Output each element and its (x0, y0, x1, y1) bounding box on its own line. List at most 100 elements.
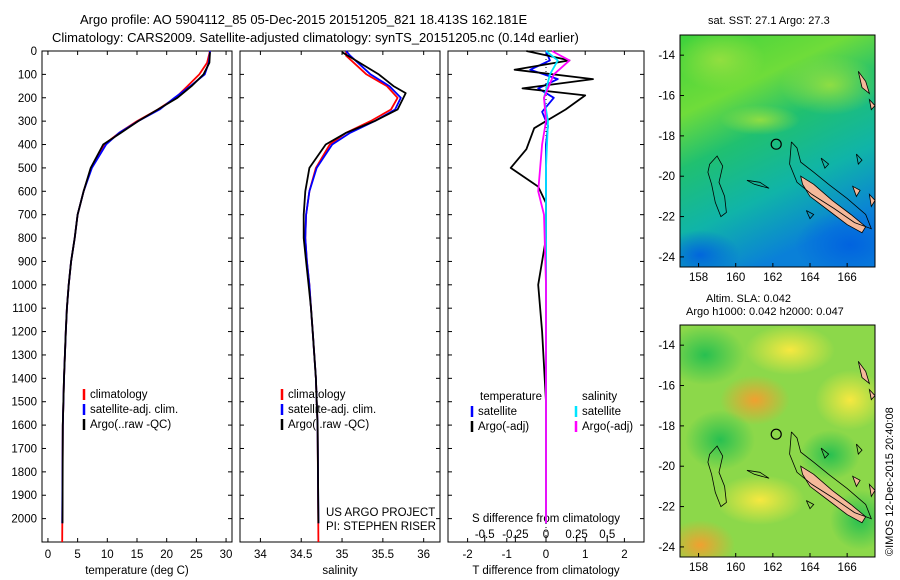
island (868, 193, 876, 208)
x-tick-label: 1 (582, 549, 588, 561)
lat-tick-label: -14 (658, 50, 675, 62)
depth-tick-label: 800 (18, 233, 37, 245)
x-tick-label: 30 (220, 549, 233, 561)
depth-tick-label: 300 (18, 116, 37, 128)
x-tick-label: 2 (621, 549, 627, 561)
depth-tick-label: 2000 (11, 514, 37, 526)
x-tick-label: 20 (160, 549, 173, 561)
map-frame (679, 34, 876, 268)
x-axis-label: T difference from climatology (472, 565, 619, 577)
sla-map (680, 325, 875, 557)
depth-tick-label: 1900 (11, 490, 37, 502)
x-tick-label: -1 (502, 549, 512, 561)
depth-tick-label: 1500 (11, 397, 37, 409)
legend-title: salinity (582, 391, 617, 403)
profile-panel-2: 34 34.5 35 35.5 36 salinity climatology satelli… (239, 50, 441, 577)
map2-title: Altim. SLA: 0.042 (706, 293, 791, 305)
lon-tick-label: 160 (726, 562, 745, 574)
lat-tick-label: -14 (658, 340, 675, 352)
legend-label: Argo(..raw -QC) (90, 419, 171, 431)
legend-label: satellite-adj. clim. (288, 404, 376, 416)
depth-tick-label: 0 (31, 46, 37, 58)
reef-contour (707, 155, 727, 218)
series-line-1 (304, 51, 399, 543)
reef-contour (856, 153, 863, 165)
depth-tick-label: 1700 (11, 443, 37, 455)
island (868, 483, 876, 498)
lon-tick-label: 166 (838, 272, 857, 284)
depth-tick-label: 600 (18, 186, 37, 198)
legend-label: climatology (288, 389, 346, 401)
x-tick-label: 34.5 (290, 549, 312, 561)
legend-label: Argo(..raw -QC) (288, 419, 369, 431)
depth-tick-label: 1100 (12, 303, 37, 315)
argo-position-marker (770, 428, 782, 440)
map-axes-2: 158 160 162 164 166 -14 -16 -18 -20 -22 -24 (658, 324, 876, 574)
series-line-2 (304, 50, 402, 524)
reef-contour (805, 500, 815, 510)
lat-tick-label: -24 (658, 252, 675, 264)
x-axis-label: temperature (deg C) (85, 565, 189, 577)
profile-panel-1: 0100200300400500600700800900100011001200… (11, 46, 233, 577)
series-line-3 (302, 51, 407, 524)
legend-label: Argo(-adj) (582, 421, 633, 433)
lon-tick-label: 162 (763, 562, 782, 574)
x-tick-label: 36 (417, 549, 430, 561)
island (851, 185, 861, 198)
depth-tick-label: 100 (18, 69, 37, 81)
x-tick-label: 35 (336, 549, 349, 561)
map1-title: sat. SST: 27.1 Argo: 27.3 (708, 15, 830, 27)
depth-tick-label: 1600 (11, 420, 37, 432)
x-tick-label: 0 (45, 549, 51, 561)
x-tick-label: 35.5 (372, 549, 394, 561)
series-line-2 (509, 50, 594, 524)
island (857, 361, 871, 385)
series-line-1 (61, 50, 211, 543)
island (851, 475, 861, 488)
lat-tick-label: -20 (658, 171, 675, 183)
legend-label: satellite-adj. clim. (90, 404, 178, 416)
argo-position-marker (770, 138, 782, 150)
reef-contour (746, 179, 770, 189)
depth-tick-label: 1300 (11, 350, 37, 362)
lat-tick-label: -22 (658, 502, 675, 514)
lon-tick-label: 166 (838, 562, 857, 574)
x-axis-label: salinity (322, 565, 357, 577)
reef-contour (707, 445, 727, 508)
depth-tick-label: 1800 (11, 467, 37, 479)
x-tick-label: -2 (462, 549, 472, 561)
legend-title: temperature (480, 391, 542, 403)
legend-label: climatology (90, 389, 148, 401)
lon-tick-label: 158 (689, 272, 708, 284)
reef-contour (856, 443, 863, 455)
island (857, 71, 871, 95)
depth-tick-label: 500 (18, 163, 37, 175)
x-tick-label: 25 (190, 549, 203, 561)
legend-label: Argo(-adj) (478, 421, 529, 433)
map2-subtitle: Argo h1000: 0.042 h2000: 0.047 (686, 306, 844, 318)
lat-tick-label: -18 (658, 421, 675, 433)
x-tick-label: 0 (543, 549, 549, 561)
panel-frame (239, 50, 441, 543)
depth-tick-label: 200 (18, 93, 37, 105)
reef-contour (746, 469, 770, 479)
sst-map (680, 35, 875, 267)
depth-tick-label: 900 (18, 256, 37, 268)
s-tick-label: 0.25 (565, 529, 587, 541)
lat-tick-label: -24 (658, 542, 675, 554)
header-line-1: Argo profile: AO 5904112_85 05-Dec-2015 … (80, 12, 528, 27)
x-tick-label: 15 (131, 549, 144, 561)
reef-contour (805, 210, 815, 220)
project-annotation: PI: STEPHEN RISER (326, 521, 436, 533)
lon-tick-label: 162 (763, 272, 782, 284)
lon-tick-label: 158 (689, 562, 708, 574)
s-tick-label: 0.5 (599, 529, 615, 541)
lat-tick-label: -16 (658, 381, 675, 393)
depth-tick-label: 1000 (11, 280, 37, 292)
lon-tick-label: 164 (800, 562, 820, 574)
depth-tick-label: 400 (18, 140, 37, 152)
project-annotation: US ARGO PROJECT (326, 507, 435, 519)
reef-contour (820, 447, 830, 459)
